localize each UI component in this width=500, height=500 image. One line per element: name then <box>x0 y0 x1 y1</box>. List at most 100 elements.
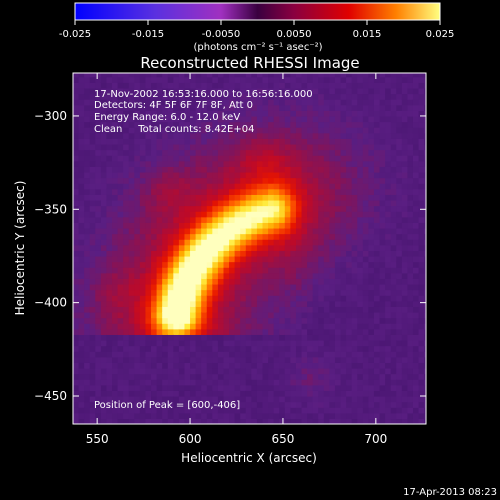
heatmap-cell <box>89 82 96 89</box>
heatmap-cell <box>162 250 169 257</box>
heatmap-cell <box>212 93 219 100</box>
heatmap-cell <box>396 356 403 363</box>
heatmap-cell <box>89 194 96 201</box>
heatmap-cell <box>167 384 174 391</box>
heatmap-cell <box>117 345 124 352</box>
heatmap-cell <box>251 199 258 207</box>
heatmap-cell <box>167 222 174 229</box>
heatmap-cell <box>323 205 330 212</box>
heatmap-cell <box>245 155 252 162</box>
heatmap-cell <box>100 339 108 347</box>
heatmap-cell <box>368 384 375 391</box>
heatmap-cell <box>385 244 392 251</box>
heatmap-cell <box>89 227 96 235</box>
heatmap-cell <box>262 250 269 257</box>
heatmap-cell <box>301 239 308 246</box>
heatmap-cell <box>117 379 124 386</box>
heatmap-cell <box>273 345 280 352</box>
heatmap-cell <box>234 367 241 375</box>
heatmap-cell <box>173 138 180 145</box>
heatmap-cell <box>357 233 364 240</box>
heatmap-cell <box>173 356 180 363</box>
heatmap-cell <box>279 311 286 319</box>
heatmap-cell <box>323 407 330 414</box>
heatmap-cell <box>318 367 325 375</box>
heatmap-cell <box>290 115 297 123</box>
heatmap-cell <box>223 211 230 218</box>
heatmap-cell <box>223 115 230 123</box>
heatmap-cell <box>178 205 186 212</box>
heatmap-cell <box>312 283 319 291</box>
heatmap-cell <box>256 362 264 369</box>
heatmap-cell <box>290 306 297 313</box>
heatmap-cell <box>401 390 409 397</box>
heatmap-cell <box>156 188 163 195</box>
heatmap-cell <box>329 390 336 397</box>
heatmap-cell <box>128 373 135 380</box>
heatmap-cell <box>212 222 219 229</box>
heatmap-cell <box>401 367 409 375</box>
heatmap-cell <box>134 384 141 391</box>
heatmap-cell <box>89 233 96 240</box>
heatmap-cell <box>401 177 409 184</box>
heatmap-cell <box>390 367 397 375</box>
heatmap-cell <box>206 295 213 302</box>
heatmap-cell <box>184 250 191 257</box>
heatmap-cell <box>284 250 291 257</box>
heatmap-cell <box>100 216 108 223</box>
heatmap-cell <box>268 87 275 95</box>
heatmap-cell <box>418 407 425 414</box>
heatmap-cell <box>156 345 163 352</box>
heatmap-cell <box>134 317 141 324</box>
heatmap-cell <box>173 300 180 307</box>
heatmap-cell <box>167 362 174 369</box>
heatmap-cell <box>217 110 225 117</box>
heatmap-cell <box>128 412 135 419</box>
heatmap-cell <box>95 93 102 100</box>
heatmap-cell <box>162 194 169 201</box>
heatmap-cell <box>329 82 336 89</box>
heatmap-cell <box>262 339 269 347</box>
heatmap-cell <box>123 199 130 207</box>
heatmap-cell <box>201 367 208 375</box>
heatmap-cell <box>340 401 347 408</box>
heatmap-cell <box>340 267 347 274</box>
heatmap-cell <box>106 143 113 151</box>
heatmap-cell <box>234 160 241 167</box>
heatmap-cell <box>178 99 186 106</box>
heatmap-cell <box>385 283 392 291</box>
heatmap-cell <box>329 138 336 145</box>
heatmap-cell <box>167 104 174 111</box>
heatmap-cell <box>223 295 230 302</box>
heatmap-cell <box>318 104 325 111</box>
heatmap-cell <box>167 390 174 397</box>
heatmap-cell <box>134 255 141 263</box>
heatmap-cell <box>418 317 425 324</box>
heatmap-cell <box>123 412 130 419</box>
heatmap-cell <box>346 345 353 352</box>
heatmap-cell <box>89 295 96 302</box>
heatmap-cell <box>78 295 85 302</box>
heatmap-cell <box>178 155 186 162</box>
heatmap-cell <box>340 317 347 324</box>
heatmap-cell <box>151 82 158 89</box>
heatmap-cell <box>100 166 108 173</box>
heatmap-cell <box>134 261 141 268</box>
heatmap-cell <box>167 351 174 358</box>
heatmap-cell <box>373 367 381 375</box>
heatmap-cell <box>95 289 102 296</box>
heatmap-cell <box>318 194 325 201</box>
heatmap-cell <box>84 379 91 386</box>
heatmap-cell <box>78 311 85 319</box>
heatmap-cell <box>346 244 353 251</box>
heatmap-cell <box>334 211 342 218</box>
heatmap-cell <box>340 334 347 341</box>
heatmap-cell <box>117 289 124 296</box>
heatmap-cell <box>373 323 381 330</box>
heatmap-cell <box>184 73 191 78</box>
heatmap-cell <box>123 211 130 218</box>
heatmap-cell <box>262 199 269 207</box>
heatmap-cell <box>262 183 269 190</box>
heatmap-cell <box>112 138 119 145</box>
heatmap-cell <box>195 115 202 123</box>
